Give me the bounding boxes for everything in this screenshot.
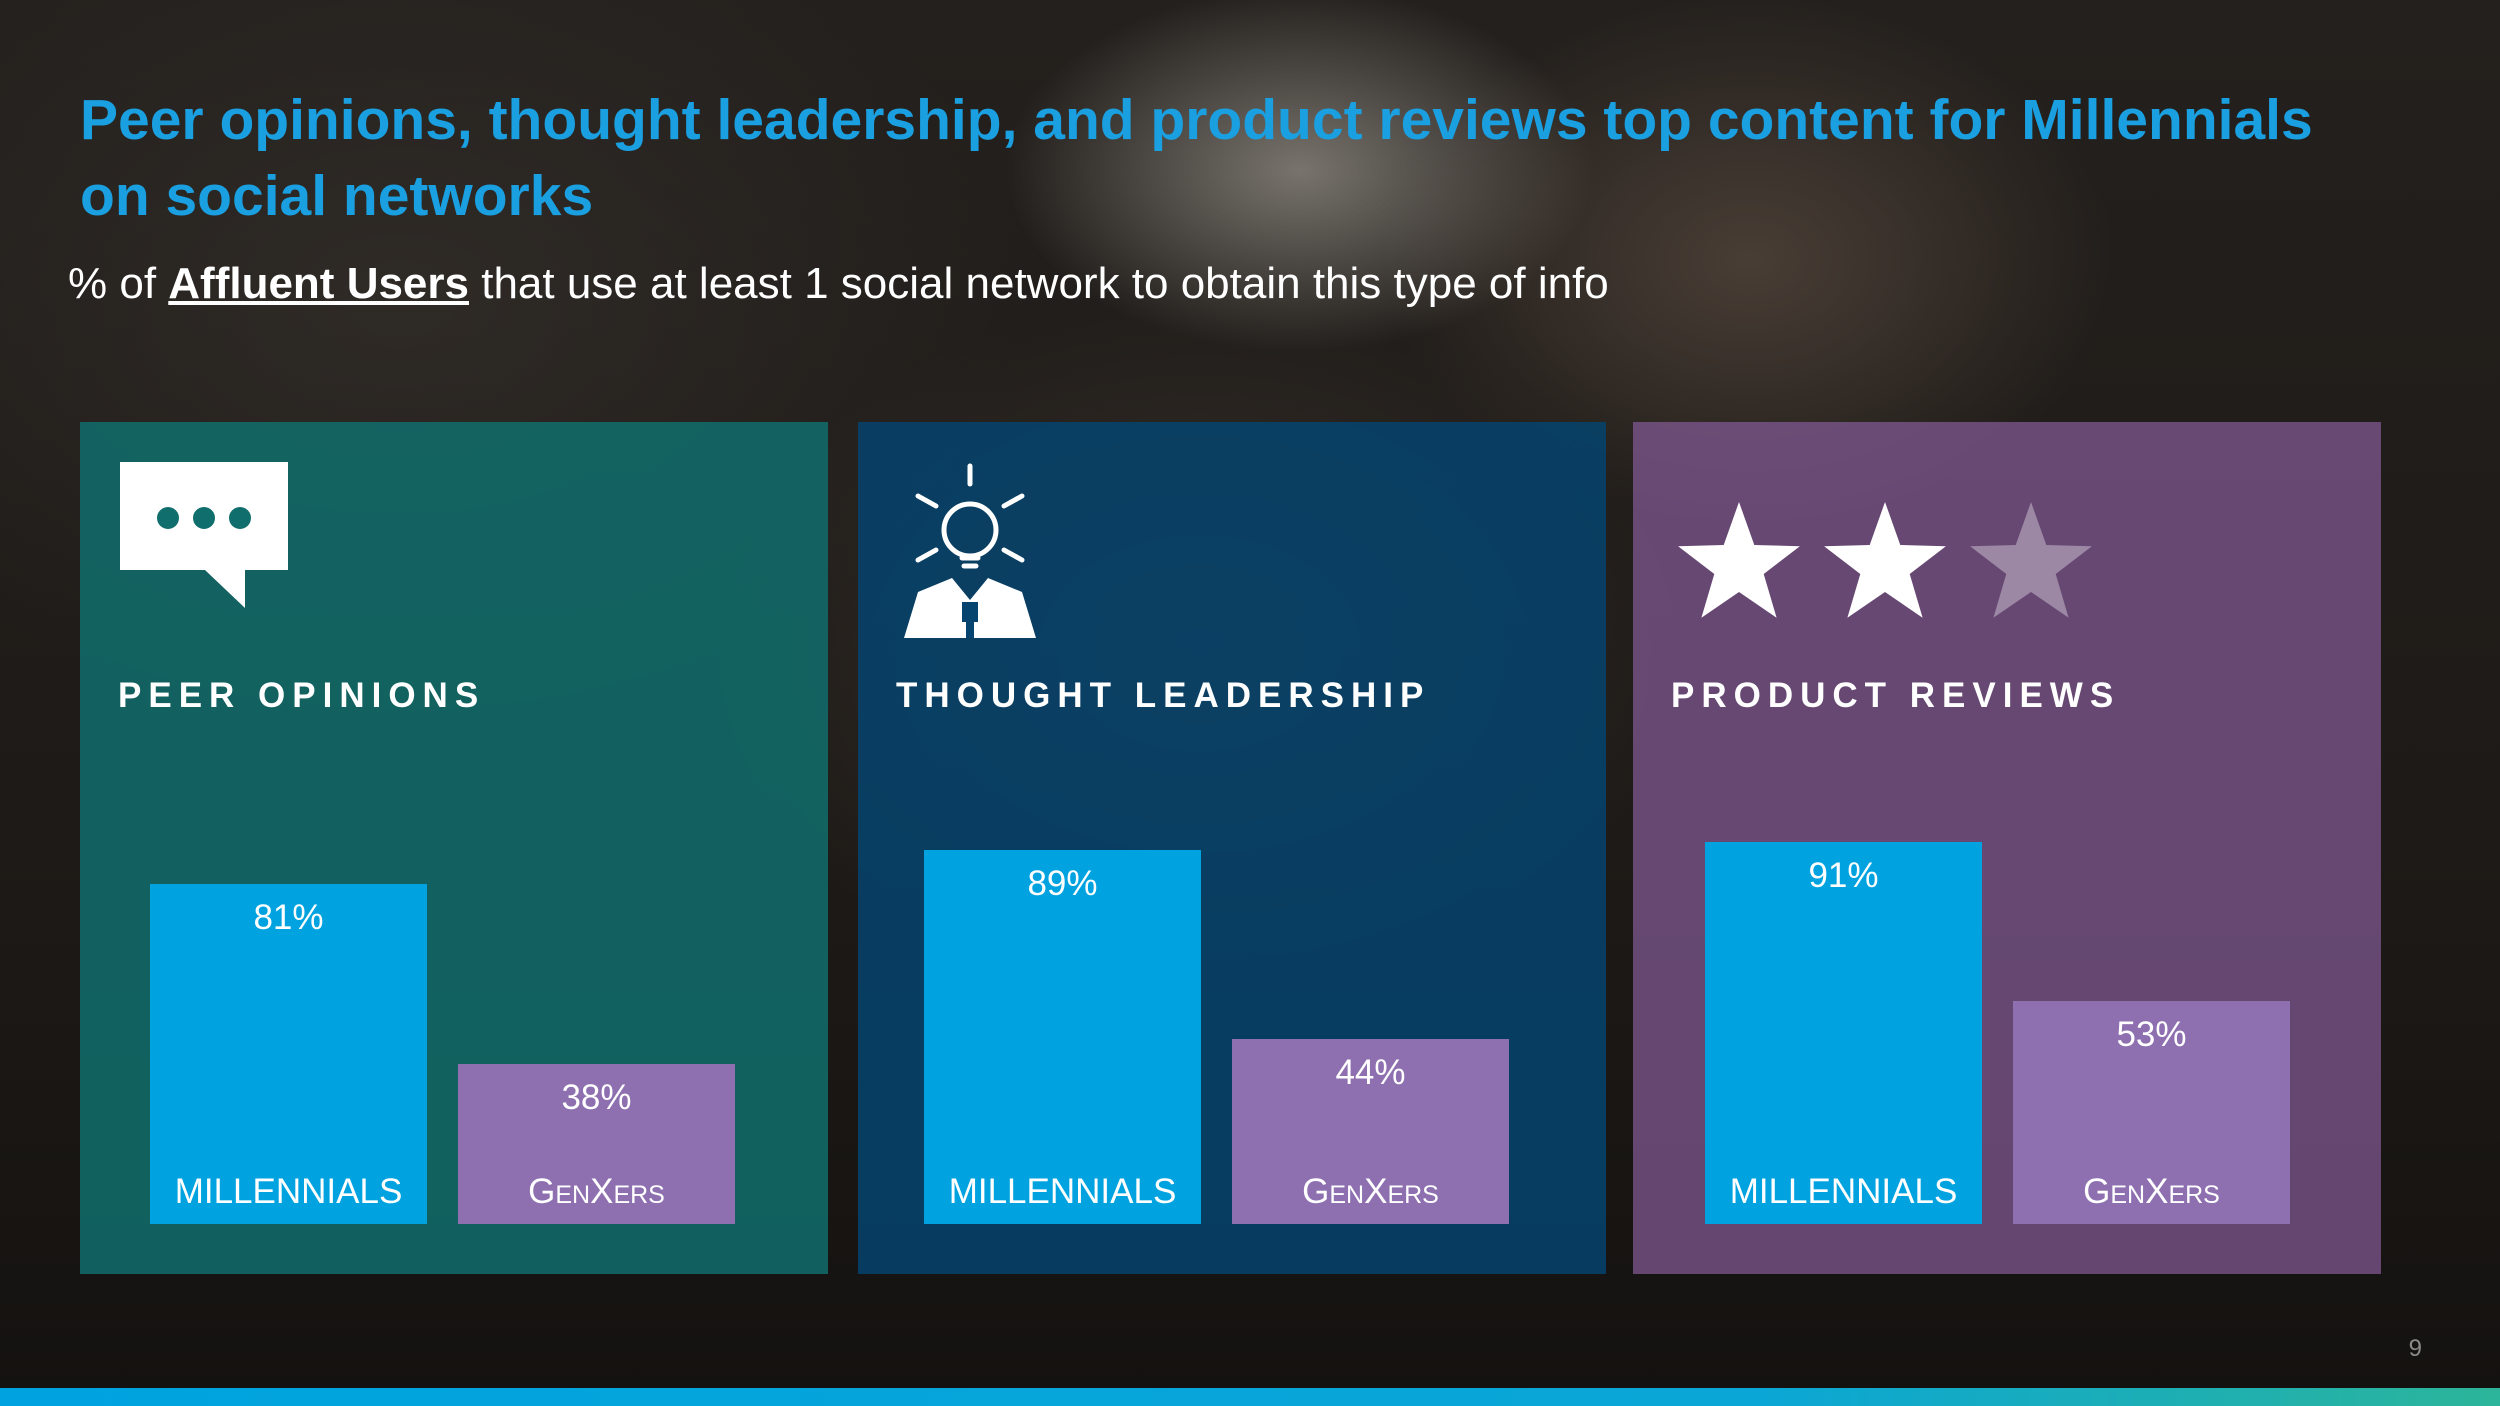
panel-title-thought: THOUGHT LEADERSHIP — [896, 676, 1431, 715]
bar-label-peer-millennials: MILLENNIALS — [174, 1172, 403, 1211]
panel-title-product: PRODUCT REVIEWS — [1671, 676, 2121, 715]
panel-thought-leadership: THOUGHT LEADERSHIP 89% MILLENNIALS 44% G… — [858, 422, 1606, 1274]
bar-value-peer-millennials: 81% — [253, 897, 324, 937]
bar-thought-genxers: 44% GenXers — [1232, 1039, 1509, 1224]
star-rating-icon — [1673, 500, 2103, 625]
bar-product-millennials: 91% MILLENNIALS — [1705, 841, 1982, 1224]
slide-subtitle: % of Affluent Users that use at least 1 … — [68, 256, 1609, 312]
genxers-label-text: GenXers — [1302, 1172, 1439, 1211]
bar-peer-millennials: 81% MILLENNIALS — [150, 883, 427, 1224]
bar-value-thought-millennials: 89% — [1027, 864, 1098, 904]
genxers-label-text: GenXers — [528, 1172, 665, 1211]
slide-title: Peer opinions, thought leadership, and p… — [80, 88, 2313, 228]
bar-label-thought-genxers: GenXers — [1232, 1172, 1509, 1212]
bar-thought-millennials: 89% MILLENNIALS — [924, 850, 1201, 1224]
bar-value-peer-genxers: 38% — [561, 1078, 632, 1118]
bar-peer-genxers: 38% GenXers — [458, 1064, 735, 1224]
bar-product-genxers: 53% GenXers — [2013, 1001, 2290, 1224]
bar-value-product-millennials: 91% — [1808, 855, 1879, 895]
bar-label-product-genxers: GenXers — [2013, 1172, 2290, 1212]
lightbulb-person-icon — [900, 462, 1040, 647]
subtitle-prefix: % of — [68, 259, 169, 308]
star-filled-icon — [1678, 502, 1800, 618]
panel-title-peer: PEER OPINIONS — [118, 676, 486, 715]
speech-bubble-icon — [120, 462, 290, 617]
panel-product-reviews: PRODUCT REVIEWS 91% MILLENNIALS 53% GenX… — [1633, 422, 2381, 1274]
panel-peer-opinions: PEER OPINIONS 81% MILLENNIALS 38% GenXer… — [80, 422, 828, 1274]
subtitle-emphasis: Affluent Users — [168, 259, 469, 308]
star-empty-icon — [1970, 502, 2092, 618]
subtitle-suffix: that use at least 1 social network to ob… — [469, 259, 1609, 308]
genxers-label-text: GenXers — [2083, 1172, 2220, 1211]
footer-accent-bar — [0, 1388, 2500, 1406]
bar-label-thought-millennials: MILLENNIALS — [948, 1172, 1177, 1211]
bar-value-thought-genxers: 44% — [1335, 1053, 1406, 1093]
bar-value-product-genxers: 53% — [2116, 1015, 2187, 1055]
bar-label-peer-genxers: GenXers — [458, 1172, 735, 1212]
star-filled-icon — [1824, 502, 1946, 618]
bar-label-product-millennials: MILLENNIALS — [1729, 1172, 1958, 1211]
page-number: 9 — [2408, 1335, 2422, 1362]
